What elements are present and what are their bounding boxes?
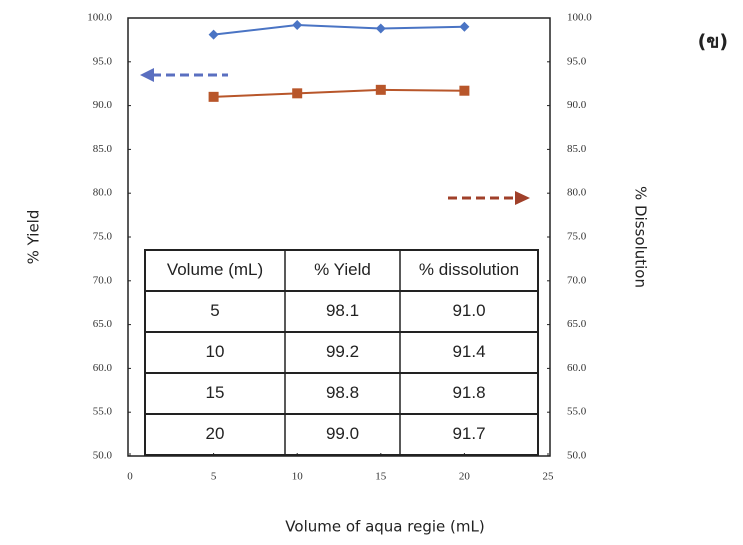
table-cell: 91.8 [452,383,485,402]
chart: (ข) Volume of aqua regie (mL) % Yield % … [0,0,743,541]
y2-tick-label: 100.0 [567,12,592,24]
table-cell: 91.4 [452,342,485,361]
table-cell: 99.2 [326,342,359,361]
yield-arrow [140,68,228,82]
y-tick-label: 95.0 [93,55,113,67]
y-tick-label: 85.0 [93,143,113,155]
table-header: % Yield [314,260,371,279]
point [459,22,469,32]
x-tick-label: 15 [375,471,387,483]
table-cell: 15 [206,383,225,402]
dissolution-arrow [448,191,530,205]
table-cell: 5 [210,301,219,320]
y-axis-label: % Yield [25,210,43,265]
data-table: Volume (mL) % Yield % dissolution 5 98.1 91.0… [145,250,538,455]
y2-tick-label: 90.0 [567,99,587,111]
x-tick-label: 5 [211,471,217,483]
y2-tick-label: 60.0 [567,362,587,374]
y2-tick-label: 50.0 [567,450,587,462]
table-cell: 99.0 [326,424,359,443]
y2-tick-label: 80.0 [567,187,587,199]
table-header: % dissolution [419,260,519,279]
y2-tick-label: 75.0 [567,231,587,243]
y-tick-label: 60.0 [93,362,113,374]
point [209,92,219,102]
y2-tick-label: 95.0 [567,55,587,67]
y-tick-label: 90.0 [93,99,113,111]
x-tick-label: 25 [543,471,555,483]
point [376,85,386,95]
table-cell: 10 [206,342,225,361]
series-line [214,90,465,97]
point [376,24,386,34]
table-cell: 98.1 [326,301,359,320]
x-axis-label: Volume of aqua regie (mL) [285,518,484,536]
table-header: Volume (mL) [167,260,263,279]
y2-tick-label: 55.0 [567,406,587,418]
x-tick-label: 0 [127,471,133,483]
y-tick-label: 100.0 [87,12,112,24]
y2-tick-label: 65.0 [567,318,587,330]
y-tick-label: 55.0 [93,406,113,418]
y-tick-label: 75.0 [93,231,113,243]
x-tick-label: 20 [459,471,471,483]
point [209,30,219,40]
point [292,20,302,30]
y-tick-label: 80.0 [93,187,113,199]
y-tick-label: 50.0 [93,450,113,462]
y-tick-label: 65.0 [93,318,113,330]
point [459,86,469,96]
x-tick-label: 10 [292,471,304,483]
table-cell: 98.8 [326,383,359,402]
y2-tick-label: 85.0 [567,143,587,155]
panel-label: (ข) [698,31,728,53]
y-tick-label: 70.0 [93,274,113,286]
y2-tick-label: 70.0 [567,274,587,286]
series-line [214,25,465,35]
table-cell: 20 [206,424,225,443]
y2-axis-label: % Dissolution [632,186,650,288]
table-cell: 91.7 [452,424,485,443]
table-cell: 91.0 [452,301,485,320]
point [292,88,302,98]
